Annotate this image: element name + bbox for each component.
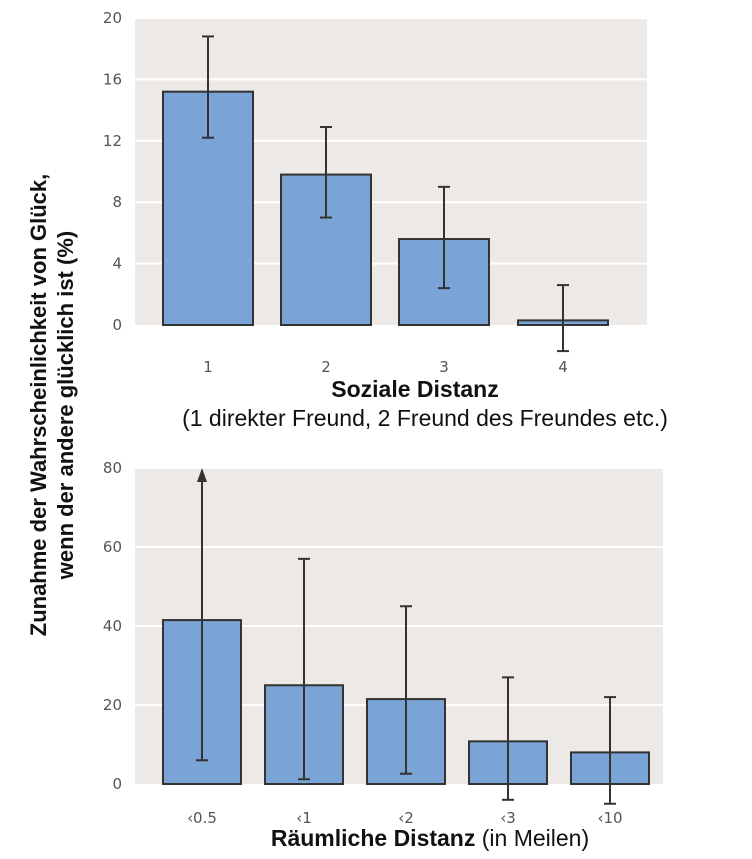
error-bar-arrow	[197, 468, 207, 482]
x-tick-label: ‹1	[296, 809, 312, 827]
y-axis-label-line2: wenn der andere glücklich ist (%)	[53, 231, 78, 580]
error-bar	[604, 696, 616, 805]
x-tick-label: 1	[203, 358, 213, 376]
y-tick-label: 20	[103, 696, 122, 714]
y-tick-label: 16	[103, 70, 122, 88]
y-tick-label: 0	[112, 775, 122, 793]
error-bar	[202, 35, 214, 139]
y-tick-label: 12	[103, 132, 122, 150]
error-bar	[400, 605, 412, 775]
social-distance-xlabel-note: (1 direkter Freund, 2 Freund des Freunde…	[182, 405, 668, 431]
spatial-distance-xlabel: Räumliche Distanz (in Meilen)	[271, 825, 589, 851]
y-axis-label-line1: Zunahme der Wahrscheinlichkeit von Glück…	[26, 174, 51, 637]
error-bar	[298, 557, 310, 781]
y-tick-label: 0	[112, 316, 122, 334]
spatial-distance-chart: 0 20 40 60 80 ‹0.5 ‹1 ‹2 ‹3 ‹10	[103, 459, 663, 827]
y-tick-label: 60	[103, 538, 122, 556]
x-tick-label: ‹2	[398, 809, 414, 827]
error-bar	[557, 284, 569, 353]
y-axis-label: Zunahme der Wahrscheinlichkeit von Glück…	[26, 174, 78, 637]
x-tick-label: ‹10	[597, 809, 622, 827]
error-bar	[502, 676, 514, 801]
x-tick-label: ‹3	[500, 809, 516, 827]
spatial-distance-xlabel-bold: Räumliche Distanz	[271, 825, 476, 851]
x-tick-label: 3	[439, 358, 449, 376]
error-bar	[320, 125, 332, 219]
y-tick-label: 40	[103, 617, 122, 635]
x-tick-label: ‹0.5	[187, 809, 217, 827]
y-tick-label: 4	[112, 255, 122, 273]
error-bar	[438, 185, 450, 290]
y-tick-label: 80	[103, 459, 122, 477]
error-bar	[196, 468, 208, 762]
x-tick-label: 2	[321, 358, 331, 376]
x-tick-label: 4	[558, 358, 568, 376]
y-tick-label: 8	[112, 193, 122, 211]
social-distance-xlabel: Soziale Distanz	[331, 376, 498, 402]
y-tick-label: 20	[103, 9, 122, 27]
spatial-distance-xlabel-unit: (in Meilen)	[475, 825, 589, 851]
